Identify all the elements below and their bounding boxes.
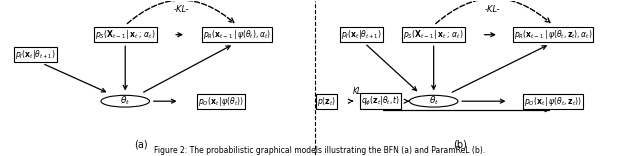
Text: $p_R(\mathbf{x}_{t-1}\,|\,\psi(\theta_t,\mathbf{z}_t),\alpha_t)$: $p_R(\mathbf{x}_{t-1}\,|\,\psi(\theta_t,…: [514, 28, 593, 41]
Text: $p_I(\mathbf{x}_t|\theta_{t+1})$: $p_I(\mathbf{x}_t|\theta_{t+1})$: [341, 28, 382, 41]
Circle shape: [410, 95, 458, 107]
FancyArrowPatch shape: [127, 0, 234, 24]
FancyArrowPatch shape: [436, 0, 550, 24]
Text: $p_R(\mathbf{x}_{t-1}\,|\,\psi(\theta_t),\alpha_t)$: $p_R(\mathbf{x}_{t-1}\,|\,\psi(\theta_t)…: [203, 28, 271, 41]
Text: $p(\mathbf{z}_t)$: $p(\mathbf{z}_t)$: [317, 95, 336, 108]
Circle shape: [101, 95, 150, 107]
Text: $q_\phi(\mathbf{z}_t|\theta_t,t)$: $q_\phi(\mathbf{z}_t|\theta_t,t)$: [361, 95, 400, 108]
Text: (b): (b): [454, 139, 467, 149]
Text: $p_I(\mathbf{x}_t|\theta_{t+1})$: $p_I(\mathbf{x}_t|\theta_{t+1})$: [15, 48, 56, 61]
Text: -KL-: -KL-: [173, 5, 189, 14]
Text: $\theta_t$: $\theta_t$: [429, 95, 439, 107]
Text: $p_S(\mathbf{X}_{t-1}\,|\,\mathbf{x}_t\,;\,\alpha_t)$: $p_S(\mathbf{X}_{t-1}\,|\,\mathbf{x}_t\,…: [95, 28, 156, 41]
Text: $p_O(\mathbf{x}_t\,|\,\psi(\theta_t,\mathbf{z}_t))$: $p_O(\mathbf{x}_t\,|\,\psi(\theta_t,\mat…: [524, 95, 582, 108]
Text: $p_S(\mathbf{X}_{t-1}\,|\,\mathbf{x}_t\,;\,\alpha_t)$: $p_S(\mathbf{X}_{t-1}\,|\,\mathbf{x}_t\,…: [403, 28, 464, 41]
Text: -KL-: -KL-: [484, 5, 500, 14]
Text: Figure 2: The probabilistic graphical models illustrating the BFN (a) and ParamR: Figure 2: The probabilistic graphical mo…: [154, 146, 486, 155]
Text: (a): (a): [134, 139, 148, 149]
Text: $\theta_t$: $\theta_t$: [120, 95, 131, 107]
Text: $p_O(\mathbf{x}_t\,|\psi(\theta_t))$: $p_O(\mathbf{x}_t\,|\psi(\theta_t))$: [198, 95, 244, 108]
Text: KL: KL: [353, 87, 362, 96]
